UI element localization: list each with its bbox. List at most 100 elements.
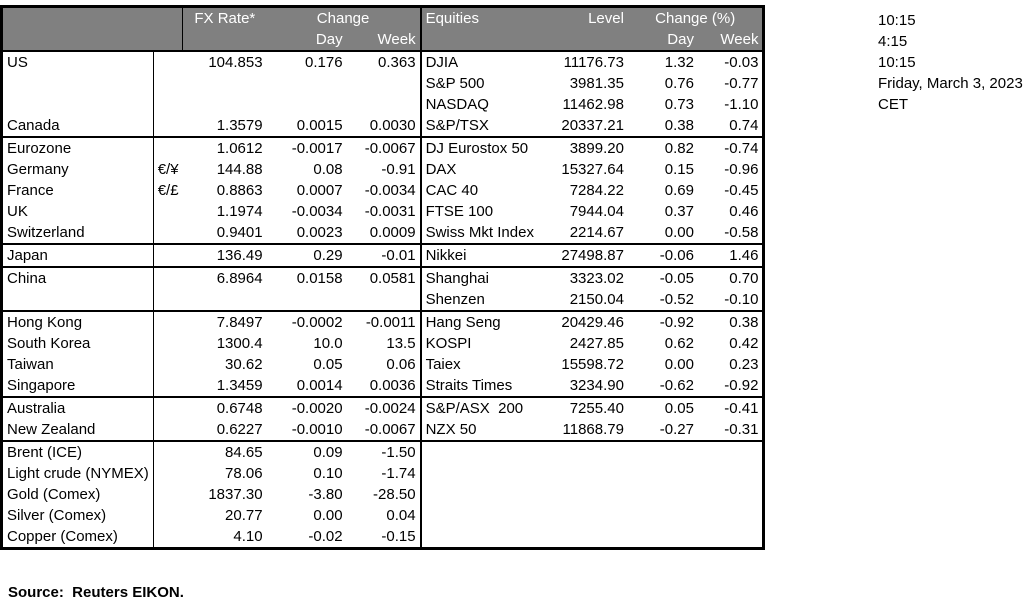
fx-change-day: 0.29 xyxy=(266,244,347,268)
equity-change-week: -0.77 xyxy=(724,75,759,92)
fx-rate xyxy=(183,73,267,94)
fx-pair-symbol xyxy=(153,484,182,505)
commodity-label: Silver (Comex) xyxy=(1,505,154,526)
equity-change-day: 0.00 xyxy=(664,356,694,373)
fx-change-week: 13.5 xyxy=(386,335,416,352)
equity-change-day: -0.52 xyxy=(627,289,698,312)
timestamp-asia: 4:15 xyxy=(878,33,908,50)
equity-change-week: -1.10 xyxy=(724,96,759,113)
fx-change-week: 0.06 xyxy=(386,356,416,373)
country-label: Japan xyxy=(1,244,154,268)
equity-change-week: 0.74 xyxy=(697,115,764,138)
table-row: Singapore 1.3459 0.0014 0.0036 Straits T… xyxy=(1,375,764,398)
country-label: Canada xyxy=(1,115,154,138)
equity-change-day: 1.32 xyxy=(664,54,694,71)
equity-change-week: 1.46 xyxy=(697,244,764,268)
commodity-label: Gold (Comex) xyxy=(1,484,154,505)
equity-change-week xyxy=(698,463,764,484)
header-row-2: Day Week Day Week xyxy=(1,29,764,51)
fx-pair-symbol xyxy=(153,115,183,138)
table-row: Australia 0.6748 -0.0020 -0.0024 S&P/ASX… xyxy=(1,397,764,419)
equity-change-day: 0.38 xyxy=(627,115,698,138)
fx-change-week: -0.0031 xyxy=(364,203,416,220)
equity-name: S&P/TSX xyxy=(419,115,538,138)
fx-rate: 1300.4 xyxy=(216,335,263,352)
table-row: Hong Kong 7.8497 -0.0002 -0.0011 Hang Se… xyxy=(1,311,764,333)
fx-pair-symbol xyxy=(153,73,182,94)
fx-rate: 6.8964 xyxy=(216,270,263,287)
table-row: UK 1.1974 -0.0034 -0.0031 FTSE 100 7944.… xyxy=(1,201,764,222)
fx-pair-symbol xyxy=(153,441,182,463)
equity-level: 20337.21 xyxy=(537,115,628,138)
country-label: New Zealand xyxy=(1,419,154,442)
fx-pair-symbol xyxy=(153,222,183,245)
equity-change-day: 0.37 xyxy=(664,203,694,220)
table-row: Switzerland 0.9401 0.0023 0.0009 Swiss M… xyxy=(1,222,764,245)
country-label: Eurozone xyxy=(1,137,154,159)
fx-change-week: 0.0030 xyxy=(346,115,421,138)
equity-change-week: -0.45 xyxy=(724,182,759,199)
table-row: Silver (Comex) 20.77 0.00 0.04 xyxy=(1,505,764,526)
fx-pair-symbol xyxy=(153,51,182,73)
fx-change-day: 0.0023 xyxy=(266,222,347,245)
commodity-change-day: -0.02 xyxy=(308,528,343,545)
equity-change-week: -0.74 xyxy=(724,140,759,157)
fx-change-day: 0.0014 xyxy=(266,375,347,398)
fx-rate xyxy=(182,289,267,312)
fx-rate: 1.0612 xyxy=(216,140,263,157)
country-label: China xyxy=(1,267,154,289)
fx-pair-symbol xyxy=(153,333,182,354)
equity-change-week xyxy=(698,484,764,505)
equity-name: CAC 40 xyxy=(419,180,538,201)
equity-name xyxy=(419,505,538,526)
table-row: China 6.8964 0.0158 0.0581 Shanghai 3323… xyxy=(1,267,764,289)
fx-change-day: 10.0 xyxy=(313,335,343,352)
fx-pair-symbol: €/¥ xyxy=(157,161,179,178)
fx-change-day: -0.0020 xyxy=(291,400,343,417)
fx-rate: 1.1974 xyxy=(216,203,263,220)
equity-change-day: 0.05 xyxy=(664,400,694,417)
header-equities: Equities xyxy=(419,6,538,29)
equity-name: Shenzen xyxy=(419,289,538,312)
country-label: Australia xyxy=(1,397,154,419)
fx-pair-symbol xyxy=(153,505,182,526)
header-eq-week: Week xyxy=(697,29,764,51)
equity-change-day: -0.92 xyxy=(659,314,694,331)
equity-change-day: 0.15 xyxy=(664,161,694,178)
equity-name xyxy=(419,441,538,463)
equity-level: 15598.72 xyxy=(561,356,624,373)
equity-change-day xyxy=(628,463,698,484)
equity-name: KOSPI xyxy=(419,333,538,354)
commodity-price: 1837.30 xyxy=(208,486,263,503)
equity-change-day: 0.69 xyxy=(664,182,694,199)
commodity-change-week: -1.74 xyxy=(381,465,416,482)
fx-rate: 104.853 xyxy=(208,54,263,71)
header-row-1: FX Rate* Change Equities Level Change (%… xyxy=(1,6,764,29)
commodity-label: Brent (ICE) xyxy=(1,441,154,463)
fx-change-week: 0.0036 xyxy=(346,375,421,398)
table-row: Taiwan 30.62 0.05 0.06 Taiex 15598.72 0.… xyxy=(1,354,764,375)
fx-change-week: 0.363 xyxy=(378,54,416,71)
equity-level: 7944.04 xyxy=(569,203,624,220)
fx-pair-symbol xyxy=(153,94,182,115)
fx-rate: 1.3579 xyxy=(182,115,267,138)
country-label: Germany xyxy=(1,159,154,180)
header-blank-cell xyxy=(1,6,184,29)
fx-change-day: -0.0002 xyxy=(291,314,343,331)
equity-change-day: -0.05 xyxy=(659,270,694,287)
fx-pair-symbol xyxy=(153,397,182,419)
fx-pair-symbol xyxy=(153,267,182,289)
equity-change-week: 0.46 xyxy=(729,203,759,220)
equity-name: FTSE 100 xyxy=(419,201,538,222)
table-row: Germany €/¥ 144.88 0.08 -0.91 DAX 15327.… xyxy=(1,159,764,180)
equity-name xyxy=(419,484,538,505)
equity-name: Taiex xyxy=(419,354,538,375)
fx-change-day: -0.0017 xyxy=(291,140,343,157)
equity-change-week: -0.58 xyxy=(697,222,764,245)
header-fx-rate: FX Rate* xyxy=(182,6,267,29)
fx-rate: 7.8497 xyxy=(216,314,263,331)
market-data-table: FX Rate* Change Equities Level Change (%… xyxy=(0,5,766,550)
table-header: FX Rate* Change Equities Level Change (%… xyxy=(1,6,764,51)
equity-name: DAX xyxy=(419,159,538,180)
